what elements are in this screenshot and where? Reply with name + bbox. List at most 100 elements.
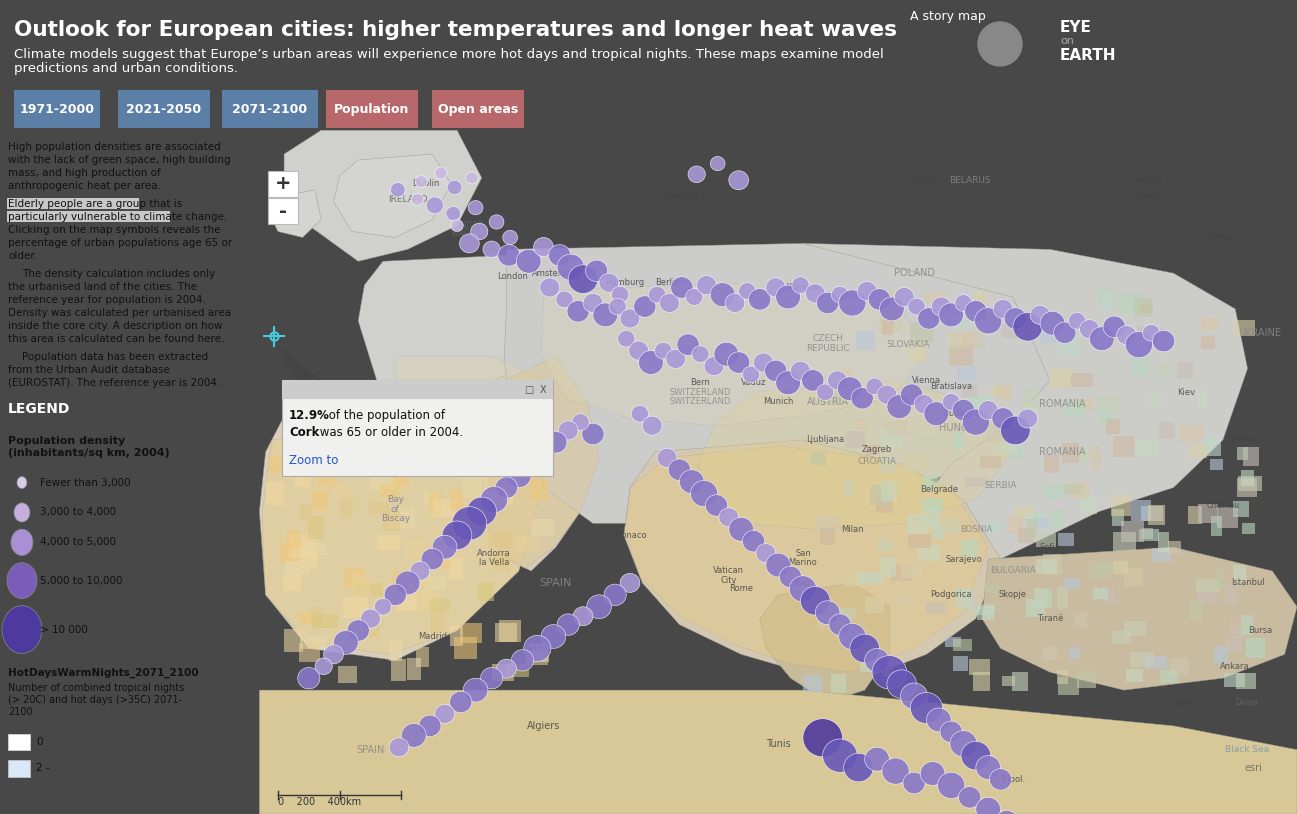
Text: Nap.: Nap. (794, 579, 813, 588)
Circle shape (1126, 331, 1153, 358)
Bar (817, 300, 839, 313)
Bar (865, 445, 881, 455)
Bar (530, 519, 554, 536)
Bar (953, 656, 968, 672)
Circle shape (655, 342, 672, 359)
Bar (1113, 561, 1128, 574)
Bar (831, 674, 846, 694)
Circle shape (879, 297, 904, 321)
Bar (1211, 516, 1222, 536)
Circle shape (511, 650, 533, 671)
Polygon shape (284, 130, 481, 261)
Bar (313, 490, 328, 511)
Text: Open areas: Open areas (438, 103, 518, 116)
Bar (1022, 387, 1039, 408)
Bar (289, 535, 315, 558)
Bar (879, 456, 896, 472)
Circle shape (468, 200, 482, 215)
Polygon shape (481, 357, 599, 569)
Bar (856, 419, 868, 430)
Circle shape (974, 308, 1001, 334)
Text: Bay: Bay (387, 495, 403, 504)
Bar (949, 346, 973, 365)
Circle shape (742, 366, 760, 383)
Text: SLOVAKIA: SLOVAKIA (886, 340, 930, 349)
Text: particularly vulnerable to climate change.: particularly vulnerable to climate chang… (8, 212, 227, 222)
Text: predictions and urban conditions.: predictions and urban conditions. (14, 62, 239, 75)
Text: SWITZERLAND: SWITZERLAND (669, 397, 732, 406)
Bar (1104, 574, 1117, 590)
Bar (953, 639, 971, 651)
Bar (460, 623, 482, 643)
Bar (1214, 646, 1228, 664)
FancyBboxPatch shape (281, 380, 554, 475)
Circle shape (754, 353, 773, 372)
Text: Outlook for European cities: higher temperatures and longer heat waves: Outlook for European cities: higher temp… (14, 20, 898, 40)
Circle shape (729, 171, 748, 190)
FancyBboxPatch shape (326, 90, 418, 129)
Bar (978, 606, 994, 620)
Bar (970, 604, 995, 615)
Bar (1140, 304, 1153, 313)
Circle shape (658, 449, 677, 467)
Bar (529, 479, 549, 501)
Circle shape (545, 431, 567, 453)
Bar (340, 497, 353, 518)
Bar (301, 637, 327, 649)
Circle shape (573, 606, 593, 626)
Bar (418, 590, 437, 612)
Circle shape (961, 742, 991, 770)
Polygon shape (624, 440, 1000, 678)
Text: Population: Population (335, 103, 410, 116)
Text: ROMANIA: ROMANIA (1039, 399, 1086, 409)
Text: Marino: Marino (789, 558, 817, 567)
Bar (407, 658, 422, 681)
Bar (1113, 436, 1134, 457)
Bar (454, 637, 477, 659)
Text: CZECH: CZECH (812, 335, 843, 344)
Circle shape (558, 614, 580, 635)
Circle shape (567, 300, 589, 322)
Text: Density was calculated per urbanised area: Density was calculated per urbanised are… (8, 308, 231, 317)
Text: 2021-2050: 2021-2050 (126, 103, 201, 116)
Bar (1058, 677, 1079, 695)
Bar (463, 476, 488, 498)
Bar (820, 384, 839, 405)
Bar (335, 484, 348, 500)
Bar (907, 514, 929, 534)
Bar (1113, 510, 1123, 526)
Circle shape (524, 635, 551, 662)
Text: on: on (1060, 36, 1074, 46)
Circle shape (489, 215, 505, 229)
Bar (1196, 579, 1219, 593)
Bar (364, 625, 380, 637)
Circle shape (610, 298, 626, 315)
Bar (948, 332, 971, 348)
Bar (904, 453, 926, 473)
Bar (986, 522, 1000, 533)
Circle shape (829, 614, 851, 635)
Bar (357, 583, 383, 597)
Bar (1188, 506, 1202, 523)
Bar (1231, 617, 1252, 633)
Bar (516, 535, 538, 552)
Bar (1148, 505, 1165, 525)
Bar (933, 526, 944, 539)
Bar (1101, 584, 1115, 602)
Bar (431, 547, 449, 563)
Bar (276, 444, 303, 461)
Text: from the Urban Audit database: from the Urban Audit database (8, 365, 170, 374)
Text: HotDaysWarmNights_2071_2100: HotDaysWarmNights_2071_2100 (8, 667, 198, 678)
Text: with the lack of green space, high building: with the lack of green space, high build… (8, 155, 231, 165)
Circle shape (994, 300, 1013, 318)
Bar (1150, 394, 1163, 406)
Circle shape (1053, 322, 1077, 344)
Bar (1064, 400, 1084, 417)
Bar (895, 595, 913, 606)
Circle shape (838, 377, 863, 400)
Bar (428, 549, 450, 568)
Circle shape (839, 624, 866, 650)
Bar (268, 457, 287, 474)
Circle shape (617, 330, 636, 347)
Circle shape (729, 518, 754, 541)
